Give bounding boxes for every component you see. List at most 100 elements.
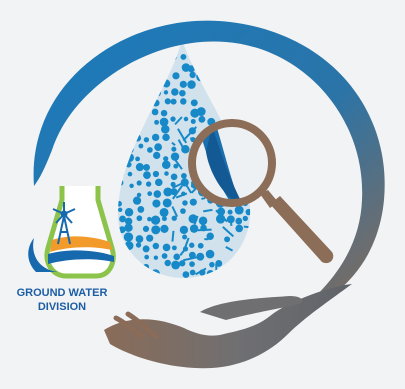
- drop-cell: [153, 89, 161, 97]
- drop-cell: [150, 269, 160, 278]
- drop-cell: [181, 173, 187, 179]
- drop-cell: [144, 73, 152, 82]
- drop-cell: [170, 116, 176, 122]
- drop-cell: [162, 79, 171, 88]
- drop-cell: [153, 190, 162, 198]
- drop-cell: [187, 80, 196, 89]
- drop-cell: [127, 272, 132, 277]
- drop-cell: [190, 118, 196, 124]
- drop-cell: [136, 107, 144, 114]
- drop-cell: [164, 98, 171, 105]
- drop-cell: [196, 252, 205, 261]
- drop-cell: [154, 143, 163, 151]
- drop-cell: [161, 253, 168, 259]
- drop-cell: [135, 74, 142, 80]
- drop-cell: [154, 178, 163, 187]
- drop-link: [179, 249, 185, 257]
- drop-cell: [206, 232, 214, 240]
- drop-cell: [170, 98, 177, 105]
- drop-cell: [152, 99, 160, 107]
- drop-cell: [163, 73, 169, 78]
- drop-cell: [161, 160, 171, 170]
- drop-cell: [117, 79, 124, 88]
- drop-link: [201, 197, 206, 200]
- drop-cell: [172, 72, 180, 80]
- drop-link: [243, 225, 251, 229]
- drop-cell: [190, 44, 197, 51]
- drop-cell: [151, 133, 160, 142]
- drop-cell: [189, 71, 196, 79]
- drop-cell: [162, 198, 172, 208]
- drop-cell: [246, 82, 251, 88]
- drop-cell: [117, 163, 124, 172]
- drop-cell: [241, 60, 251, 70]
- drop-cell: [133, 82, 142, 91]
- drop-link: [177, 128, 188, 144]
- drop-cell: [126, 110, 132, 116]
- drop-link: [173, 157, 183, 170]
- drop-cell: [218, 73, 224, 79]
- drop-cell: [198, 216, 208, 226]
- drop-cell: [189, 269, 196, 276]
- drop-link: [222, 226, 235, 238]
- drop-cell: [190, 99, 198, 107]
- drop-cell: [117, 127, 123, 134]
- drop-cell: [227, 209, 233, 215]
- drop-cell: [142, 245, 150, 253]
- drop-link: [183, 256, 198, 262]
- drop-cell: [161, 216, 167, 222]
- drop-cell: [147, 191, 153, 197]
- drop-cell: [179, 225, 189, 235]
- drop-cell: [124, 217, 133, 226]
- drop-link: [197, 228, 212, 232]
- drop-cell: [164, 56, 170, 62]
- drop-cell: [135, 88, 143, 96]
- drop-cell: [180, 208, 186, 214]
- drop-cell: [117, 200, 122, 207]
- drop-cell: [218, 100, 224, 106]
- drop-cell: [145, 181, 152, 187]
- drop-cell: [224, 236, 231, 243]
- drop-cell: [170, 152, 180, 161]
- drop-cell: [110, 152, 116, 158]
- drop-cell: [183, 116, 189, 122]
- drop-cell: [245, 208, 251, 216]
- drop-cell: [111, 225, 116, 230]
- drop-cell: [219, 65, 224, 71]
- drop-link: [182, 126, 198, 142]
- drop-cell: [117, 101, 123, 106]
- drop-cell: [179, 80, 187, 88]
- drop-cell: [135, 126, 142, 132]
- drop-link: [195, 267, 207, 276]
- drop-cell: [196, 44, 205, 53]
- drop-cell: [135, 242, 142, 248]
- drop-cell: [117, 236, 122, 242]
- drop-cell: [225, 65, 233, 73]
- drop-cell: [242, 215, 248, 222]
- drop-cell: [244, 251, 251, 260]
- drop-cell: [134, 134, 142, 142]
- drop-link: [183, 182, 193, 194]
- drop-cell: [170, 181, 176, 187]
- drop-cell: [147, 216, 152, 222]
- drop-cell: [236, 62, 242, 69]
- drop-cell: [117, 115, 125, 123]
- drop-cell: [162, 133, 170, 142]
- drop-cell: [171, 88, 179, 96]
- logo-text-line-2: DIVISION: [38, 301, 86, 313]
- drop-cell: [143, 98, 150, 105]
- drop-cell: [118, 135, 124, 142]
- drop-cell: [143, 163, 150, 171]
- drop-cell: [159, 207, 169, 217]
- drop-cell: [109, 144, 117, 152]
- drop-cell: [142, 225, 150, 233]
- drop-cell: [235, 55, 244, 63]
- drop-cell: [152, 64, 162, 74]
- drop-link: [193, 215, 199, 225]
- drop-cell: [129, 183, 134, 189]
- drop-cell: [135, 156, 140, 162]
- drop-cell: [152, 199, 161, 208]
- drop-cell: [161, 63, 171, 72]
- drop-cell: [129, 255, 135, 260]
- drop-link: [171, 230, 175, 242]
